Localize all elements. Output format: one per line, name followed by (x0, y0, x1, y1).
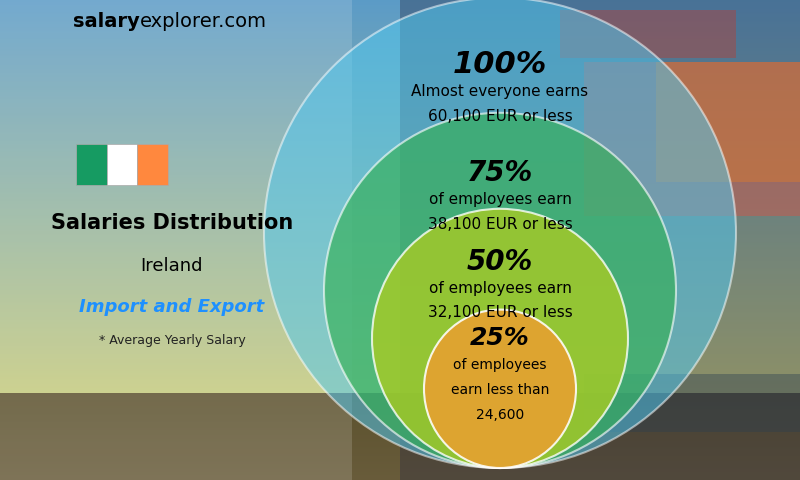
Ellipse shape (264, 0, 736, 468)
Ellipse shape (372, 209, 628, 468)
Text: salary: salary (74, 12, 140, 31)
Bar (138, 144, 168, 185)
Bar (656, 62, 800, 182)
Text: 100%: 100% (453, 50, 547, 79)
Bar (560, 10, 736, 58)
Text: 24,600: 24,600 (476, 408, 524, 422)
Bar (106, 144, 138, 185)
Text: Import and Export: Import and Export (79, 298, 265, 316)
Text: Salaries Distribution: Salaries Distribution (51, 213, 293, 233)
Bar (76, 144, 106, 185)
Text: Ireland: Ireland (141, 257, 203, 276)
Text: of employees: of employees (454, 358, 546, 372)
Text: 25%: 25% (470, 326, 530, 350)
Text: earn less than: earn less than (451, 383, 549, 397)
Ellipse shape (424, 310, 576, 468)
Text: of employees earn: of employees earn (429, 280, 571, 296)
Text: 75%: 75% (467, 159, 533, 187)
Bar (584, 62, 800, 216)
Bar (0, 0, 352, 480)
Text: explorer.com: explorer.com (140, 12, 267, 31)
Text: 60,100 EUR or less: 60,100 EUR or less (428, 108, 572, 124)
Bar (584, 374, 800, 432)
Text: 32,100 EUR or less: 32,100 EUR or less (428, 305, 572, 321)
Text: 38,100 EUR or less: 38,100 EUR or less (428, 216, 572, 232)
Text: 50%: 50% (467, 248, 533, 276)
Text: * Average Yearly Salary: * Average Yearly Salary (98, 334, 246, 348)
Text: Almost everyone earns: Almost everyone earns (411, 84, 589, 99)
Ellipse shape (324, 113, 676, 468)
Text: of employees earn: of employees earn (429, 192, 571, 207)
